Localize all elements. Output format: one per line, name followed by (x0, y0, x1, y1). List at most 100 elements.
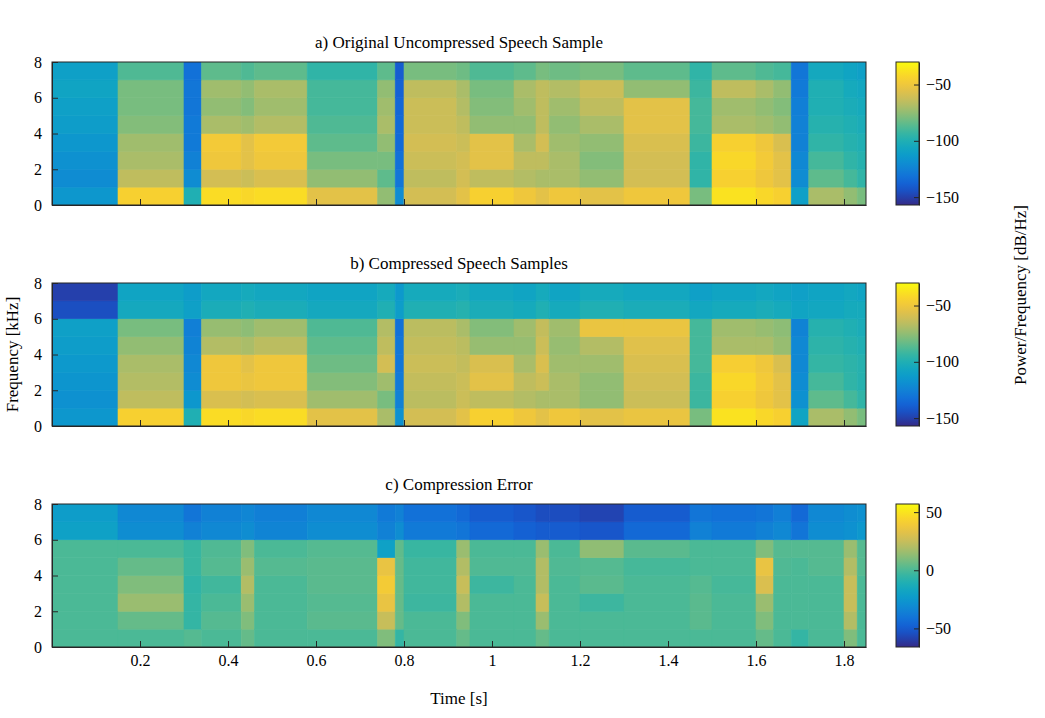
cell (536, 408, 549, 426)
cell (580, 576, 624, 594)
cell (549, 611, 580, 629)
cell (580, 629, 624, 647)
panel-title: a) Original Uncompressed Speech Sample (315, 33, 603, 52)
cell (395, 301, 404, 319)
cell (470, 116, 514, 134)
cell (514, 540, 536, 558)
cells (52, 504, 866, 647)
cell (202, 283, 242, 301)
cell (457, 134, 470, 152)
cell (809, 611, 844, 629)
cell (470, 337, 514, 355)
cell (791, 62, 809, 80)
cell (857, 98, 866, 116)
cell (690, 301, 712, 319)
cell (52, 116, 118, 134)
cell (580, 134, 624, 152)
cells (52, 62, 866, 205)
cell (184, 80, 202, 98)
cell (809, 355, 844, 373)
cell (52, 372, 118, 390)
cell (254, 134, 307, 152)
cell (254, 319, 307, 337)
cell (254, 355, 307, 373)
cell (307, 301, 377, 319)
y-tick-mark (52, 540, 58, 541)
y-axis: 02468 (34, 54, 58, 214)
x-tick-label: 0.8 (395, 652, 415, 669)
cell (774, 372, 792, 390)
cell (774, 504, 792, 522)
cell (470, 301, 514, 319)
cell (580, 355, 624, 373)
cell (844, 116, 857, 134)
y-tick: 6 (34, 89, 58, 106)
cell (536, 187, 549, 205)
cell (690, 522, 712, 540)
cell (549, 522, 580, 540)
colorbar-tick: −50 (914, 297, 951, 314)
cell (378, 116, 396, 134)
cell (857, 169, 866, 187)
y-tick-mark (52, 576, 58, 577)
cell (791, 80, 809, 98)
x-tick (580, 199, 581, 205)
y-tick-mark (52, 62, 58, 63)
cell (307, 408, 377, 426)
x-tick: 0.8 (395, 641, 415, 669)
cell (118, 80, 184, 98)
cell (844, 390, 857, 408)
cell (857, 319, 866, 337)
y-tick: 0 (34, 418, 58, 435)
cell (254, 151, 307, 169)
cell (254, 62, 307, 80)
cell (712, 319, 756, 337)
x-tick-mark (844, 199, 845, 205)
cell (774, 116, 792, 134)
x-tick-label: 1 (489, 652, 497, 669)
cell (184, 593, 202, 611)
cell (857, 576, 866, 594)
cell (580, 593, 624, 611)
cell (774, 558, 792, 576)
cell (118, 576, 184, 594)
cell (809, 390, 844, 408)
cell (202, 372, 242, 390)
cell (184, 408, 202, 426)
cell (791, 151, 809, 169)
cell (549, 558, 580, 576)
cell (774, 390, 792, 408)
x-tick: 1 (489, 641, 497, 669)
cell (202, 116, 242, 134)
cell (791, 169, 809, 187)
cell (241, 372, 254, 390)
cell (857, 408, 866, 426)
colorbar-tick-mark (914, 628, 919, 629)
x-tick-label: 1.6 (747, 652, 767, 669)
x-tick-mark (580, 641, 581, 647)
cell (756, 319, 774, 337)
cell (712, 629, 756, 647)
figure-svg: 02468 a) Original Uncompressed Speech Sam… (0, 0, 1045, 718)
cell (241, 134, 254, 152)
cell (52, 62, 118, 80)
cell (844, 372, 857, 390)
cell (514, 62, 536, 80)
cell (809, 134, 844, 152)
cell (254, 301, 307, 319)
cell (857, 390, 866, 408)
cell (184, 522, 202, 540)
cell (307, 522, 377, 540)
cell (549, 319, 580, 337)
cell (457, 98, 470, 116)
cell (712, 576, 756, 594)
cell (457, 522, 470, 540)
cell (254, 390, 307, 408)
cell (52, 151, 118, 169)
colorbar-tick: −100 (914, 353, 959, 370)
cell (378, 611, 396, 629)
colorbar-axis-line (919, 284, 920, 427)
x-tick-mark (756, 641, 757, 647)
cell (756, 98, 774, 116)
cell (549, 187, 580, 205)
